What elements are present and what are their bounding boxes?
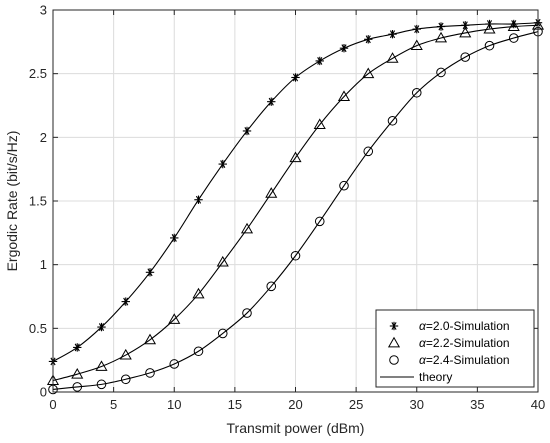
legend-label: theory (419, 370, 452, 384)
data-point-triangle (168, 313, 181, 324)
x-tick-label: 35 (470, 397, 484, 412)
x-axis-label: Transmit power (dBm) (227, 420, 365, 436)
theory-curve (52, 24, 539, 382)
data-point-triangle (71, 367, 84, 379)
x-tick-label: 40 (531, 397, 545, 412)
data-point-triangle (313, 118, 326, 129)
data-point-triangle (410, 39, 423, 51)
data-point-circle (363, 146, 374, 157)
legend-label: α=2.4-Simulation (419, 353, 510, 367)
x-tick-label: 20 (288, 397, 302, 412)
data-point-asterisk (73, 343, 82, 352)
data-point-circle (314, 216, 325, 227)
data-point-circle (193, 346, 204, 357)
data-point-triangle (483, 22, 496, 34)
data-point-triangle (362, 67, 375, 79)
grid (53, 10, 538, 392)
y-axis-label: Ergodic Rate (bit/s/Hz) (4, 131, 20, 272)
data-point-circle (436, 67, 446, 78)
x-tick-label: 30 (410, 397, 424, 412)
data-point-circle (96, 379, 107, 390)
data-point-asterisk (436, 22, 446, 31)
data-point-circle (72, 382, 83, 392)
data-point-asterisk (412, 24, 421, 34)
x-tick-label: 25 (349, 397, 363, 412)
data-point-asterisk (170, 233, 179, 243)
data-point-asterisk (242, 126, 252, 136)
data-point-circle (266, 281, 277, 292)
data-point-asterisk (509, 19, 518, 29)
data-point-triangle (265, 187, 278, 198)
data-point-triangle (459, 26, 472, 38)
data-point-triangle (95, 360, 108, 371)
y-tick-label: 1 (40, 257, 47, 272)
data-point-asterisk (291, 73, 300, 82)
y-tick-label: 1.5 (29, 194, 47, 209)
theory-curve (52, 31, 539, 390)
data-point-triangle (386, 52, 399, 63)
x-tick-label: 5 (110, 397, 117, 412)
data-point-circle (290, 250, 301, 261)
data-point-asterisk (97, 322, 106, 332)
data-point-triangle (143, 333, 157, 345)
data-point-triangle (289, 151, 302, 163)
data-point-circle (145, 368, 155, 378)
data-point-circle (242, 308, 252, 318)
y-tick-label: 0.5 (29, 321, 47, 336)
data-point-asterisk (267, 97, 276, 106)
y-tick-label: 2 (40, 130, 47, 145)
data-point-circle (387, 115, 398, 126)
data-point-circle (508, 33, 519, 43)
data-point-asterisk (388, 29, 397, 39)
data-point-asterisk (315, 56, 324, 66)
data-point-circle (169, 359, 180, 369)
data-point-circle (460, 52, 471, 62)
legend-label: α=2.0-Simulation (419, 319, 510, 333)
legend-marker-asterisk (389, 321, 399, 331)
y-tick-label: 3 (40, 3, 47, 18)
y-tick-label: 0 (40, 385, 47, 400)
x-tick-label: 15 (228, 397, 242, 412)
legend-marker-circle (389, 355, 399, 365)
data-point-asterisk (364, 35, 373, 44)
legend-marker-triangle (387, 336, 401, 348)
legend-label: α=2.2-Simulation (419, 336, 510, 350)
data-point-asterisk (339, 44, 349, 53)
data-point-circle (339, 180, 349, 191)
data-point-asterisk (194, 195, 203, 204)
data-point-triangle (240, 222, 254, 234)
x-tick-label: 10 (167, 397, 181, 412)
tick-labels: 0 5 10 15 20 25 30 35 40 0 0.5 1 1.5 2 2.5 3 (29, 3, 545, 413)
data-point-circle (411, 87, 422, 98)
data-point-triangle (507, 20, 520, 31)
data-point-circle (120, 374, 131, 385)
data-point-asterisk (218, 159, 227, 169)
data-point-triangle (192, 287, 205, 299)
legend-box (375, 309, 535, 388)
data-point-triangle (337, 90, 351, 101)
data-point-circle (484, 40, 495, 51)
data-point-triangle (119, 348, 132, 360)
data-point-triangle (434, 31, 448, 43)
x-tick-label: 0 (49, 397, 56, 412)
data-point-triangle (216, 255, 229, 267)
data-point-asterisk (145, 268, 155, 277)
data-point-asterisk (121, 297, 130, 306)
legend: α=2.0-Simulation α=2.2-Simulation α=2.4-Si… (375, 309, 535, 388)
y-tick-label: 2.5 (29, 66, 47, 81)
data-point-circle (217, 328, 228, 339)
